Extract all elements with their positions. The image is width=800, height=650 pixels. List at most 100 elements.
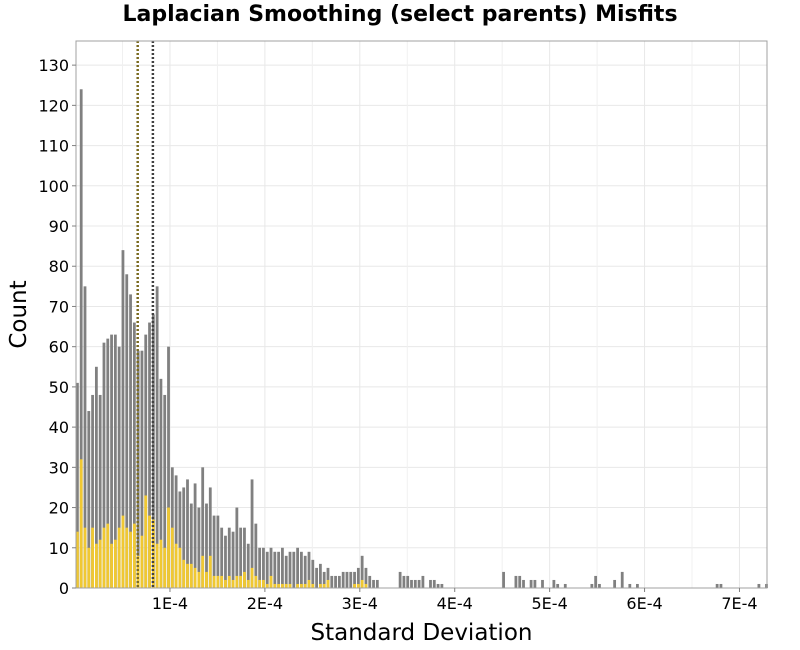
axes: 0 10 20 30 40 50 60 70 80 90 100 110 120 130 1E-4 2E-4 3… bbox=[38, 56, 757, 613]
histogram-bar bbox=[167, 507, 170, 588]
histogram-bar bbox=[243, 527, 246, 588]
y-tick-label: 30 bbox=[49, 458, 69, 477]
histogram-bar bbox=[125, 274, 129, 588]
histogram-bar bbox=[296, 583, 300, 588]
y-tick-label: 130 bbox=[38, 56, 69, 75]
histogram-bar bbox=[113, 539, 117, 588]
histogram-bar bbox=[91, 394, 94, 588]
histogram-bar bbox=[197, 571, 201, 588]
histogram-bar bbox=[318, 583, 322, 588]
histogram-bar bbox=[170, 527, 174, 588]
histogram-bar bbox=[296, 547, 300, 588]
histogram-bar bbox=[353, 583, 356, 588]
x-tick-label: 2E-4 bbox=[247, 594, 283, 613]
histogram-bar bbox=[300, 551, 303, 588]
y-tick-label: 50 bbox=[49, 378, 69, 397]
histogram-bar bbox=[364, 583, 368, 588]
histogram-bar bbox=[315, 567, 318, 588]
histogram-bar bbox=[429, 579, 432, 588]
reference-lines bbox=[136, 41, 155, 588]
histogram-bar bbox=[277, 583, 281, 588]
histogram-bar bbox=[300, 583, 303, 588]
plot-frame bbox=[75, 40, 768, 589]
histogram-bar bbox=[129, 294, 132, 588]
histogram-bar bbox=[322, 571, 326, 588]
histogram-bar bbox=[182, 559, 186, 588]
histogram-bar bbox=[235, 575, 239, 588]
histogram-bar bbox=[212, 515, 216, 588]
y-tick-label: 20 bbox=[49, 499, 69, 518]
histogram-bar bbox=[159, 539, 163, 588]
histogram-bar bbox=[284, 555, 288, 588]
histogram-bar bbox=[94, 543, 98, 588]
histogram-bar bbox=[197, 507, 201, 588]
histogram-bar bbox=[189, 503, 193, 588]
histogram-bar bbox=[140, 350, 144, 588]
histogram-bar bbox=[239, 527, 243, 588]
y-tick-label: 90 bbox=[49, 217, 69, 236]
histogram-bar bbox=[284, 583, 288, 588]
histogram-bar bbox=[208, 555, 212, 588]
histogram-bar bbox=[311, 583, 315, 588]
y-tick-label: 110 bbox=[38, 137, 69, 156]
histogram-bar bbox=[288, 583, 292, 588]
histogram-bar bbox=[246, 579, 250, 588]
histogram-bar bbox=[514, 575, 518, 588]
histogram-bar bbox=[250, 479, 254, 588]
histogram-bar bbox=[356, 567, 360, 588]
histogram-bar bbox=[129, 531, 132, 588]
histogram-bar bbox=[148, 515, 151, 588]
histogram-bar bbox=[440, 583, 444, 588]
histogram-bar bbox=[117, 527, 121, 588]
histogram-bar bbox=[201, 467, 205, 588]
histogram-bar bbox=[231, 579, 235, 588]
histogram-bar bbox=[155, 286, 159, 588]
histogram-bar bbox=[246, 543, 250, 588]
histogram-bar bbox=[87, 547, 91, 588]
histogram-bar bbox=[281, 547, 284, 588]
x-tick-label: 4E-4 bbox=[437, 594, 473, 613]
histogram-bar bbox=[220, 575, 224, 588]
histogram-bar bbox=[590, 583, 594, 588]
histogram-bar bbox=[421, 575, 425, 588]
x-axis-label: Standard Deviation bbox=[311, 620, 533, 646]
histogram-bar bbox=[102, 342, 106, 588]
histogram-bar bbox=[265, 583, 269, 588]
histogram-bar bbox=[410, 579, 413, 588]
histogram-bar bbox=[163, 394, 167, 588]
histogram-bar bbox=[91, 527, 94, 588]
histogram-bar bbox=[563, 583, 567, 588]
histogram-bar bbox=[231, 531, 235, 588]
histogram-bar bbox=[262, 547, 265, 588]
histogram-bar bbox=[311, 559, 315, 588]
y-tick-label: 40 bbox=[49, 418, 69, 437]
histogram-bar bbox=[239, 575, 243, 588]
histogram-bar bbox=[79, 459, 83, 588]
histogram-bar bbox=[552, 579, 556, 588]
histogram-bar bbox=[216, 515, 220, 588]
histogram-bar bbox=[132, 322, 136, 588]
histogram-bar bbox=[522, 579, 525, 588]
histogram-bar bbox=[144, 334, 148, 588]
histogram-bar bbox=[235, 507, 239, 588]
histogram-bar bbox=[121, 250, 125, 588]
histogram-bar bbox=[83, 286, 87, 588]
histogram-bar bbox=[636, 583, 639, 588]
histogram-bar bbox=[113, 334, 117, 588]
histogram-bar bbox=[201, 555, 205, 588]
histogram-bar bbox=[163, 547, 167, 588]
histogram-bar bbox=[178, 547, 182, 588]
histogram-bar bbox=[292, 551, 296, 588]
histogram-bar bbox=[110, 543, 113, 588]
histogram-bar bbox=[110, 334, 113, 588]
y-tick-label: 70 bbox=[49, 297, 69, 316]
histogram-bar bbox=[132, 523, 136, 588]
histogram-bar bbox=[349, 571, 353, 588]
histogram-bar bbox=[98, 539, 102, 588]
x-tick-label: 6E-4 bbox=[626, 594, 662, 613]
histogram-bar bbox=[216, 575, 220, 588]
histogram-bar bbox=[613, 579, 617, 588]
histogram-bar bbox=[208, 487, 212, 588]
histogram-bar bbox=[159, 378, 163, 588]
